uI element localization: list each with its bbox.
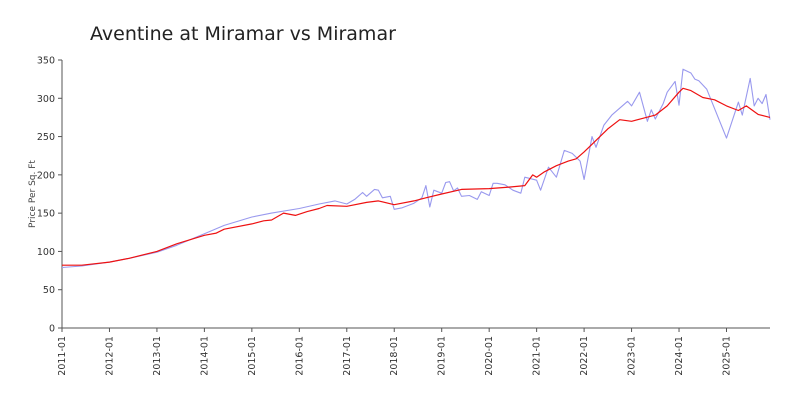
x-tick-label: 2016-01 — [294, 336, 305, 376]
y-tick-label: 0 — [49, 324, 55, 335]
x-tick-label: 2020-01 — [484, 336, 495, 376]
x-tick-label: 2018-01 — [389, 336, 400, 376]
y-tick-label: 200 — [37, 170, 55, 181]
x-tick-label: 2025-01 — [721, 336, 732, 376]
x-axis-ticks: 2011-01 2012-01 2013-01 2014-01 2015-01 2016-… — [57, 328, 732, 376]
x-tick-label: 2012-01 — [104, 336, 115, 376]
series-line-1 — [61, 68, 771, 269]
y-tick-label: 50 — [43, 285, 55, 296]
y-tick-label: 300 — [37, 94, 55, 105]
chart-title: Aventine at Miramar vs Miramar — [90, 23, 396, 45]
x-tick-label: 2014-01 — [199, 336, 210, 376]
x-tick-label: 2011-01 — [57, 336, 68, 376]
series-lines — [61, 68, 771, 269]
x-tick-label: 2019-01 — [437, 336, 448, 376]
x-tick-label: 2021-01 — [532, 336, 543, 376]
x-tick-label: 2017-01 — [342, 336, 353, 376]
y-tick-label: 250 — [37, 132, 55, 143]
y-tick-label: 150 — [37, 209, 55, 220]
x-tick-label: 2023-01 — [627, 336, 638, 376]
y-axis-label: Price Per Sq. Ft — [28, 160, 38, 228]
x-tick-label: 2015-01 — [247, 336, 258, 376]
y-tick-label: 100 — [37, 247, 55, 258]
y-tick-label: 350 — [37, 56, 55, 67]
y-axis-ticks: 0 50 100 150 200 250 300 350 — [37, 56, 62, 335]
series-line-2 — [62, 87, 771, 266]
x-tick-label: 2022-01 — [579, 336, 590, 376]
x-tick-label: 2013-01 — [152, 336, 163, 376]
x-tick-label: 2024-01 — [674, 336, 685, 376]
